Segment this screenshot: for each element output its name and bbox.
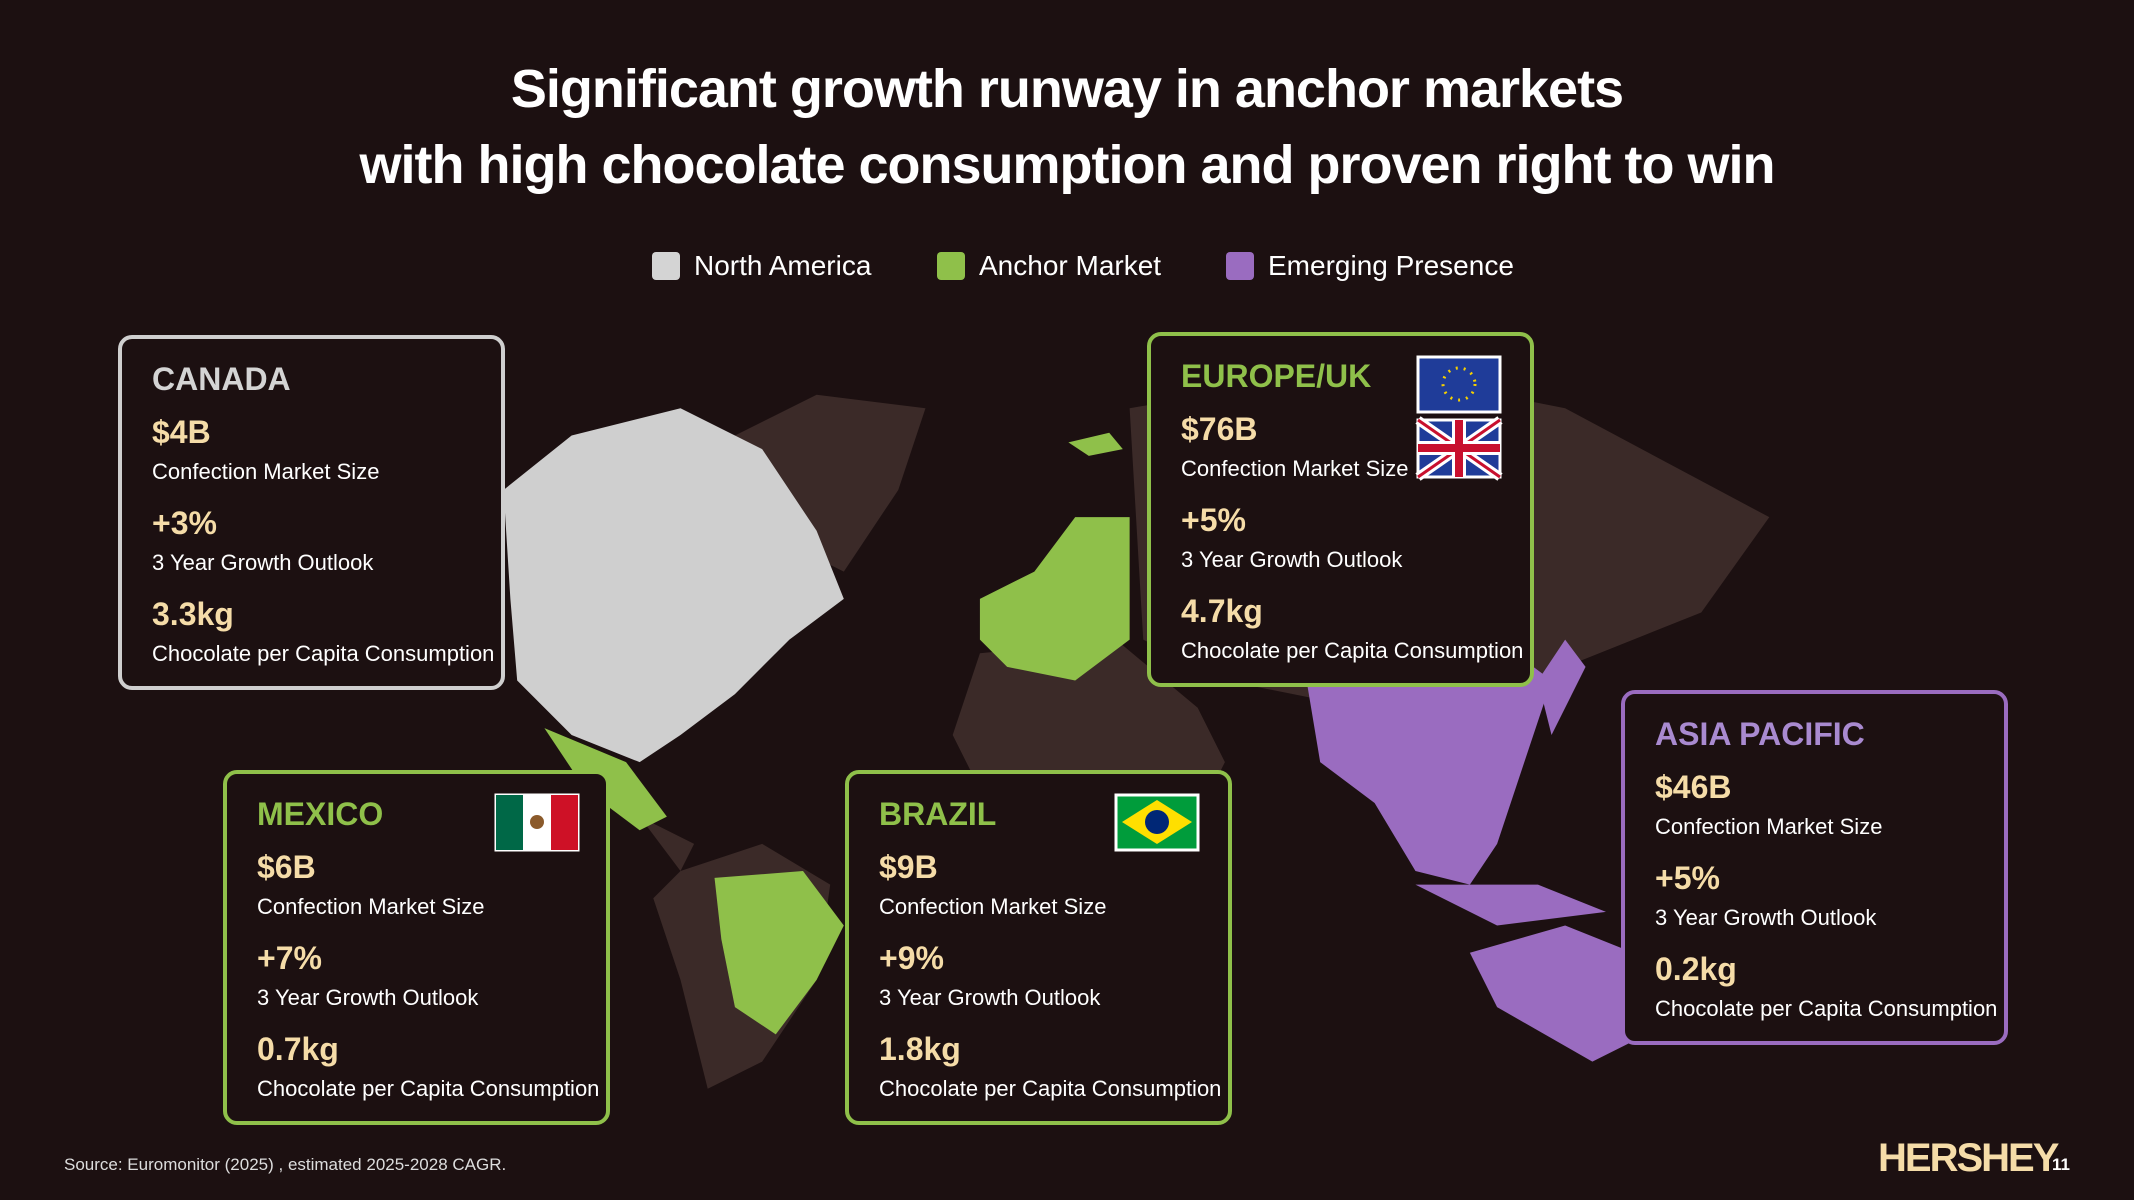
market-size-label: Confection Market Size: [257, 894, 485, 919]
market-card: ASIA PACIFIC $46B Confection Market Size +5…: [1621, 690, 2008, 1045]
market-card: MEXICO $6B Confection Market Size +7% 3 Year…: [223, 770, 610, 1125]
indonesia: [1415, 884, 1606, 926]
growth-label: 3 Year Growth Outlook: [879, 985, 1101, 1010]
legend-label: Anchor Market: [979, 250, 1162, 281]
east-asia: [1306, 639, 1552, 885]
legend-item: North America: [652, 250, 871, 282]
card-region: MEXICO: [257, 796, 384, 832]
north-america: [503, 408, 844, 763]
growth-label: 3 Year Growth Outlook: [152, 550, 374, 575]
title-line: with high chocolate consumption and prov…: [359, 135, 1776, 195]
card-region: BRAZIL: [879, 796, 997, 832]
growth: +3%: [152, 505, 217, 541]
consumption: 3.3kg: [152, 596, 234, 632]
consumption: 4.7kg: [1181, 593, 1263, 629]
europe: [979, 517, 1130, 681]
market-size-label: Confection Market Size: [879, 894, 1107, 919]
australia: [1469, 925, 1647, 1062]
consumption: 1.8kg: [879, 1031, 961, 1067]
growth: +5%: [1655, 860, 1720, 896]
card-region: ASIA PACIFIC: [1655, 716, 1865, 752]
legend-label: North America: [694, 250, 872, 281]
page-number: 11: [2052, 1155, 2070, 1174]
consumption: 0.7kg: [257, 1031, 339, 1067]
consumption-label: Chocolate per Capita Consumption: [879, 1076, 1222, 1101]
consumption-label: Chocolate per Capita Consumption: [152, 641, 495, 666]
market-size: $9B: [879, 849, 938, 885]
japan: [1537, 639, 1586, 735]
growth-label: 3 Year Growth Outlook: [1181, 547, 1403, 572]
growth: +5%: [1181, 502, 1246, 538]
consumption-label: Chocolate per Capita Consumption: [1655, 996, 1998, 1021]
market-size: $46B: [1655, 769, 1732, 805]
brazil: [714, 871, 844, 1035]
consumption-label: Chocolate per Capita Consumption: [257, 1076, 600, 1101]
growth: +9%: [879, 940, 944, 976]
title-line: Significant growth runway in anchor mark…: [510, 59, 1624, 119]
iceland: [1068, 432, 1123, 456]
card-region: CANADA: [152, 361, 291, 397]
logo: HERSHEY: [1878, 1136, 2059, 1180]
market-size: $4B: [152, 414, 211, 450]
growth-label: 3 Year Growth Outlook: [1655, 905, 1877, 930]
consumption: 0.2kg: [1655, 951, 1737, 987]
market-size: $76B: [1181, 411, 1258, 447]
legend-item: Emerging Presence: [1226, 250, 1514, 282]
market-card: BRAZIL $9B Confection Market Size +9% 3 Year…: [845, 770, 1232, 1125]
growth: +7%: [257, 940, 322, 976]
legend-label: Emerging Presence: [1268, 250, 1514, 281]
growth-label: 3 Year Growth Outlook: [257, 985, 479, 1010]
source-note: Source: Euromonitor (2025) , estimated 2…: [64, 1155, 507, 1174]
card-region: EUROPE/UK: [1181, 358, 1372, 394]
consumption-label: Chocolate per Capita Consumption: [1181, 638, 1524, 663]
market-size-label: Confection Market Size: [1181, 456, 1409, 481]
market-card: EUROPE/UK $76B Confection Market Size +5% 3 …: [1147, 332, 1534, 687]
market-card: CANADA $4B Confection Market Size +3% 3 Year…: [118, 335, 505, 690]
central-america: [639, 816, 695, 872]
legend-item: Anchor Market: [937, 250, 1161, 282]
market-size: $6B: [257, 849, 316, 885]
market-size-label: Confection Market Size: [1655, 814, 1883, 839]
market-size-label: Confection Market Size: [152, 459, 380, 484]
